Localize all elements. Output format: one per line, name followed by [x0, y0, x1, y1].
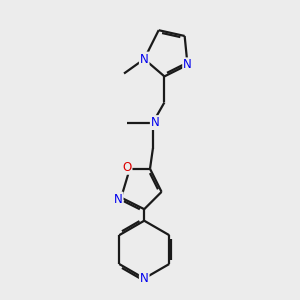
- Text: N: N: [183, 58, 192, 71]
- Text: N: N: [114, 193, 123, 206]
- Text: O: O: [122, 161, 131, 174]
- Text: N: N: [151, 116, 160, 129]
- Text: N: N: [140, 272, 148, 285]
- Text: N: N: [140, 52, 148, 66]
